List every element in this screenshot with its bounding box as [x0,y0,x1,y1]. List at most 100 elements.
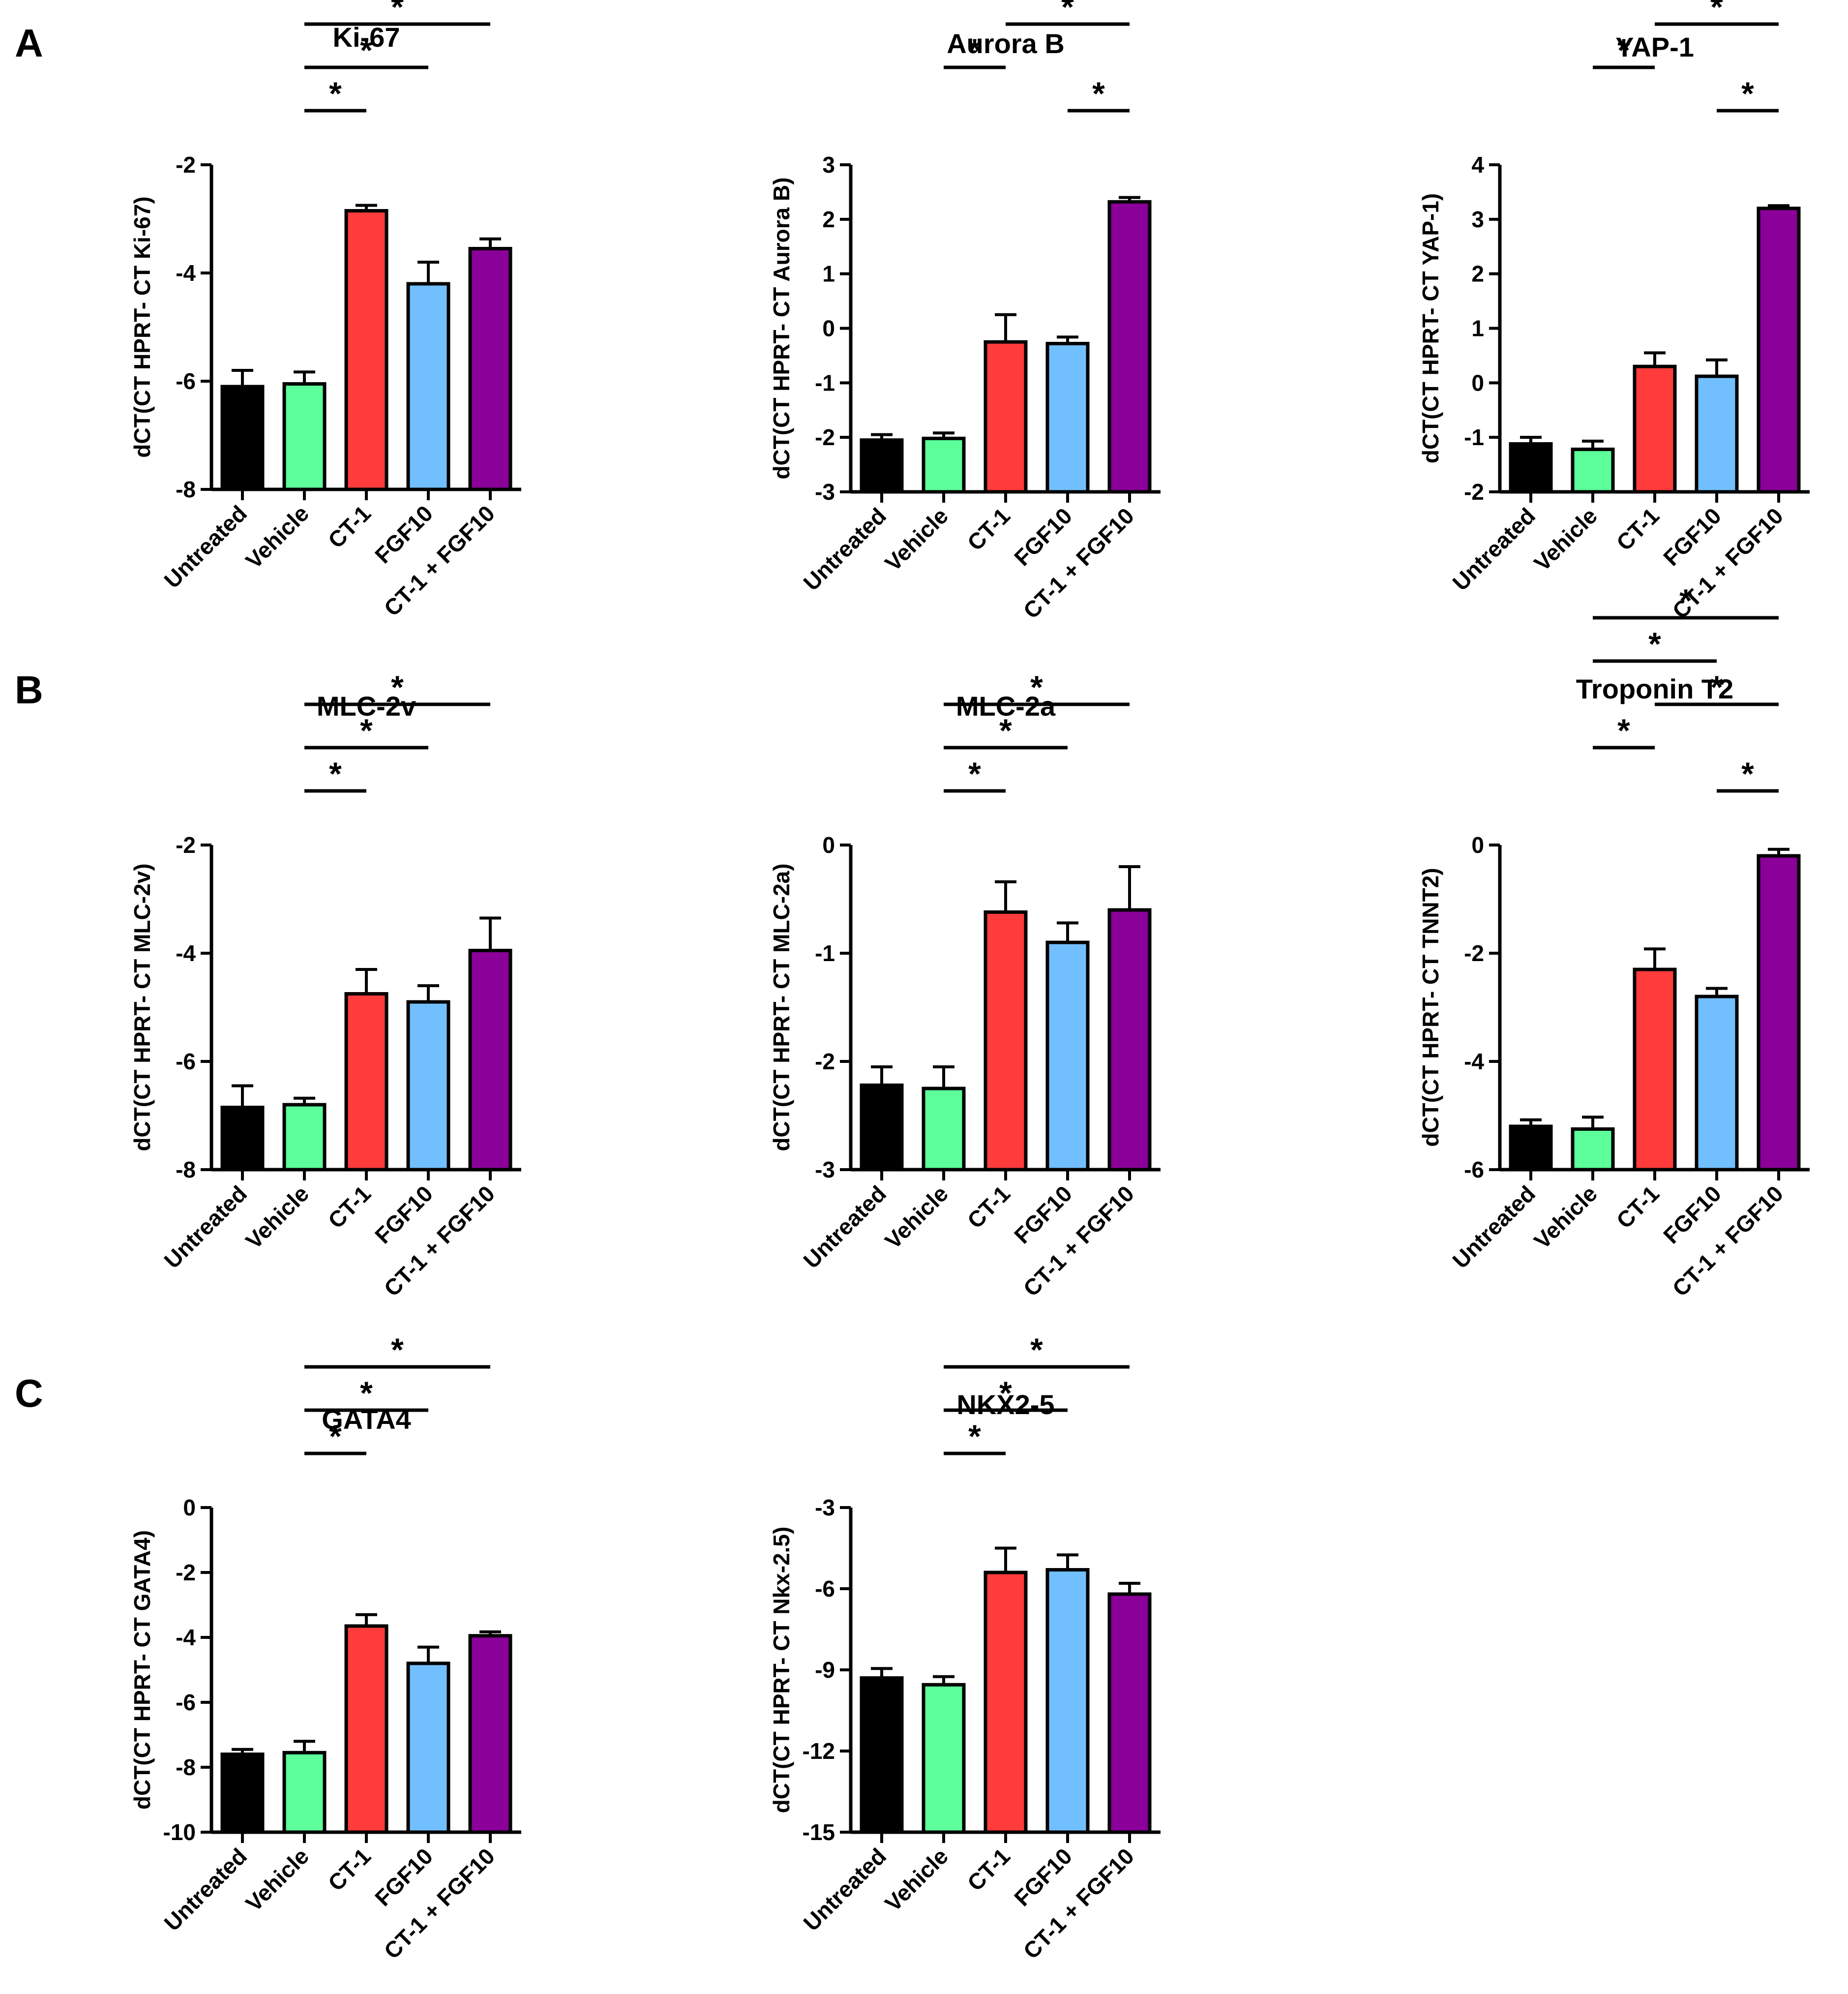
chart-aurora-b-bar-ct-1-fgf10 [1107,200,1152,494]
chart-gata4-significance-star: * [360,1375,373,1411]
chart-mlc-2a-bar-vehicle [922,1087,966,1172]
chart-nkx2-5-bar-untreated [860,1676,904,1834]
chart-mlc-2a-y-axis-label: dCT(CT HPRT- CT MLC-2a) [769,863,794,1151]
chart-ki-67-y-tick-label: -6 [176,368,196,394]
chart-yap-1-category-label: Untreated [1447,503,1540,596]
chart-yap-1-y-tick-label: -1 [1464,424,1484,450]
chart-ki-67-bar-ct-1 [344,209,388,491]
chart-gata4-category-label: CT-1 + FGF10 [379,1843,500,1964]
chart-troponin-t2-bar-ct-1 [1633,967,1677,1172]
chart-mlc-2a-category-label: Vehicle [880,1180,953,1254]
chart-aurora-b-category-label: CT-1 [962,503,1015,555]
chart-troponin-t2-significance-star: * [1741,755,1754,792]
chart-nkx2-5-y-tick-label: -12 [803,1738,835,1764]
chart-ki-67-significance-star: * [391,0,404,25]
chart-troponin-t2-significance-star: * [1617,712,1630,749]
chart-gata4-y-tick-label: -10 [163,1819,196,1845]
panel-label-b: B [15,668,43,712]
chart-gata4-category-label: Untreated [159,1843,252,1936]
chart-aurora-b-bar-vehicle [922,436,966,494]
chart-gata4-significance-star: * [391,1331,404,1368]
chart-gata4-y-axis-label: dCT(CT HPRT- CT GATA4) [129,1530,155,1810]
chart-ki-67-bar-ct-1-fgf10 [468,247,512,491]
chart-aurora-b-y-tick-label: -1 [815,370,835,395]
chart-gata4-significance-star: * [329,1418,342,1454]
chart-mlc-2a-y-tick-label: -2 [815,1049,835,1074]
chart-ki-67-y-tick-label: -2 [176,152,196,178]
chart-aurora-b-bar-fgf10 [1045,342,1090,494]
chart-yap-1-significance-star: * [1710,0,1723,25]
chart-ki-67-bar-untreated [220,385,265,491]
chart-mlc-2v-bar-vehicle [282,1103,327,1172]
chart-nkx2-5-y-tick-label: -3 [815,1495,835,1520]
chart-troponin-t2-y-tick-label: 0 [1471,832,1484,858]
chart-mlc-2a-y-tick-label: -3 [815,1157,835,1182]
chart-aurora-b-y-tick-label: 2 [822,207,835,232]
chart-mlc-2v-y-tick-label: -2 [176,832,196,858]
chart-yap-1-y-tick-label: -2 [1464,479,1484,505]
chart-gata4-y-tick-label: -4 [176,1625,196,1650]
chart-aurora-b-significance-star: * [968,32,981,68]
chart-troponin-t2-y-tick-label: -2 [1464,940,1484,966]
chart-mlc-2a-bar-untreated [860,1083,904,1172]
chart-yap-1-title: YAP-1 [1615,31,1694,62]
chart-yap-1-bar-ct-1 [1633,364,1677,494]
chart-nkx2-5-significance-star: * [999,1375,1012,1411]
chart-mlc-2a-significance-star: * [968,755,981,792]
chart-ki-67-category-label: Untreated [159,500,252,593]
chart-nkx2-5-category-label: Vehicle [880,1843,953,1916]
chart-aurora-b-y-tick-label: -2 [815,424,835,450]
chart-yap-1-bar-fgf10 [1695,374,1739,494]
chart-nkx2-5: NKX2-5 -15 -12 -9 -6 -3 dCT(CT HPRT- CT Nkx-2.… [769,1331,1161,1964]
chart-mlc-2v-bar-ct-1 [344,992,388,1172]
chart-mlc-2a-significance-star: * [1030,669,1043,705]
panel-label-c: C [15,1371,43,1415]
chart-troponin-t2-category-label: Untreated [1447,1180,1540,1273]
chart-mlc-2a-category-label: CT-1 [962,1180,1015,1233]
chart-mlc-2v-bar-untreated [220,1106,265,1172]
chart-ki-67: Ki-67 -8 -6 -4 -2 dCT(CT HPRT- CT Ki-67) Untre… [129,0,521,621]
chart-nkx2-5-category-label: CT-1 [962,1843,1015,1896]
chart-mlc-2v-y-tick-label: -8 [176,1157,196,1182]
chart-ki-67-bar-fgf10 [406,282,450,491]
chart-troponin-t2-bar-ct-1-fgf10 [1757,854,1801,1172]
chart-nkx2-5-bar-fgf10 [1045,1568,1090,1834]
chart-ki-67-bar-vehicle [282,382,327,491]
chart-nkx2-5-bar-vehicle [922,1683,966,1834]
chart-troponin-t2-category-label: Vehicle [1529,1180,1602,1254]
chart-nkx2-5-category-label: Untreated [798,1843,891,1936]
chart-yap-1-y-tick-label: 1 [1471,316,1484,341]
chart-gata4-bar-ct-1 [344,1624,388,1834]
chart-troponin-t2-title: Troponin T2 [1576,673,1733,704]
chart-yap-1-significance-star: * [1741,75,1754,112]
chart-aurora-b-category-label: Untreated [798,503,891,596]
chart-yap-1-y-tick-label: 3 [1471,207,1484,232]
chart-mlc-2v-category-label: CT-1 + FGF10 [379,1180,500,1301]
chart-mlc-2v-bar-fgf10 [406,1000,450,1172]
chart-aurora-b-y-tick-label: 1 [822,261,835,287]
chart-aurora-b-significance-star: * [1061,0,1074,25]
charts-layer: Ki-67 -8 -6 -4 -2 dCT(CT HPRT- CT Ki-67) Untre… [129,0,1810,1964]
chart-aurora-b-y-tick-label: -3 [815,479,835,505]
chart-mlc-2a-bar-fgf10 [1045,940,1090,1172]
chart-aurora-b-y-axis-label: dCT(CT HPRT- CT Aurora B) [769,177,794,479]
chart-yap-1-bar-vehicle [1571,448,1615,494]
chart-troponin-t2-bar-fgf10 [1695,995,1739,1172]
chart-yap-1-y-tick-label: 0 [1471,370,1484,395]
chart-gata4-y-tick-label: -8 [176,1754,196,1780]
chart-troponin-t2: Troponin T2 -6 -4 -2 0 dCT(CT HPRT- CT TNNT2)… [1418,582,1810,1301]
chart-aurora-b-title: Aurora B [947,28,1065,59]
chart-ki-67-significance-star: * [360,32,373,68]
chart-mlc-2v-bar-ct-1-fgf10 [468,949,512,1172]
chart-mlc-2a-bar-ct-1-fgf10 [1107,908,1152,1172]
chart-troponin-t2-significance-star: * [1648,626,1661,662]
chart-gata4-bar-ct-1-fgf10 [468,1634,512,1834]
chart-aurora-b-y-tick-label: 0 [822,316,835,341]
chart-ki-67-y-axis-label: dCT(CT HPRT- CT Ki-67) [129,196,155,458]
chart-yap-1-category-label: Vehicle [1529,503,1602,576]
chart-yap-1-significance-star: * [1617,32,1630,68]
chart-ki-67-title: Ki-67 [333,22,400,53]
chart-aurora-b-category-label: Vehicle [880,503,953,576]
